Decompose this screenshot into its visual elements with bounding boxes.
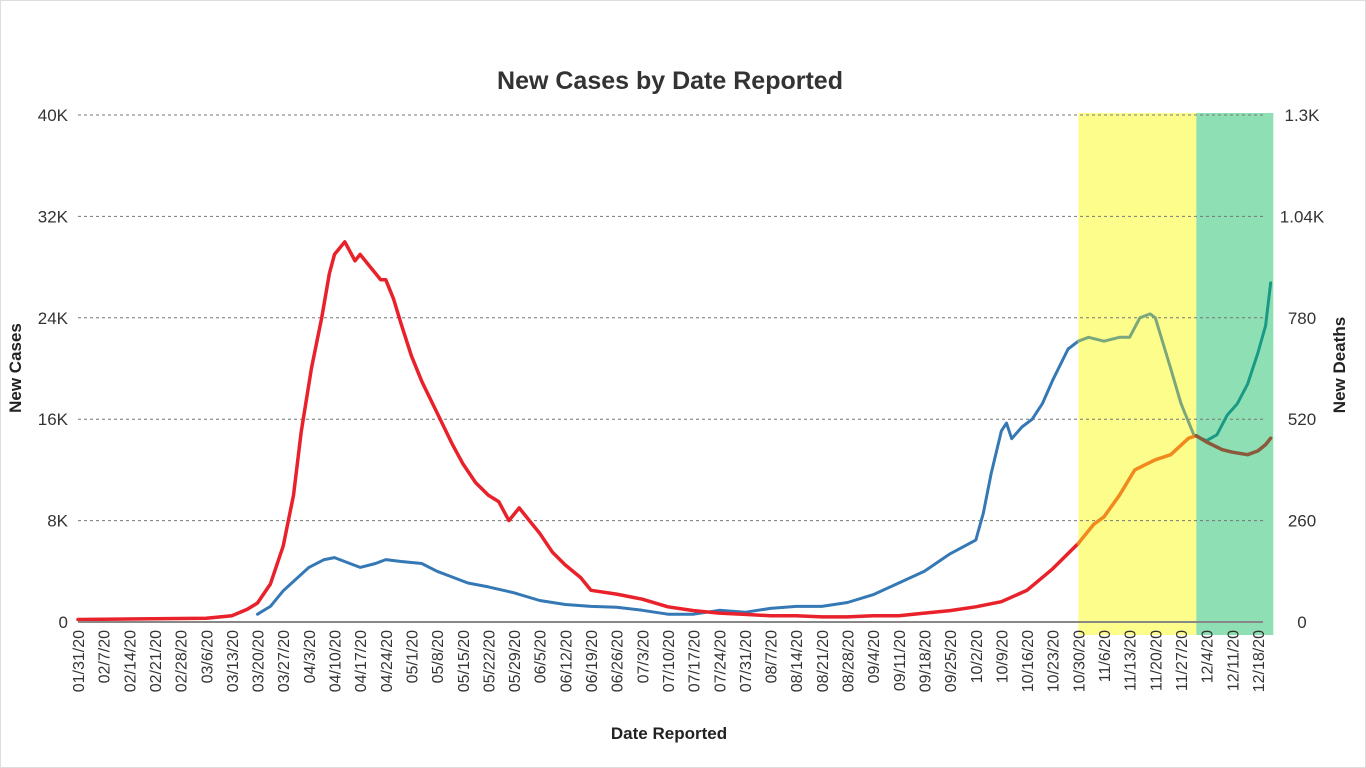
x-tick-label: 11/27/20 [1174, 630, 1191, 691]
y-tick-label: 16K [38, 410, 69, 429]
x-tick-label: 06/5/20 [533, 630, 550, 683]
x-tick-label: 02/7/20 [97, 630, 114, 683]
x-tick-label: 02/28/20 [174, 630, 191, 692]
x-tick-label: 11/20/20 [1148, 630, 1165, 691]
x-tick-label: 12/4/20 [1200, 630, 1217, 683]
x-tick-label: 08/21/20 [815, 630, 832, 692]
cases-line-2 [1194, 433, 1273, 457]
y2-tick-label: 1.3K [1285, 106, 1321, 125]
y-tick-label: 0 [59, 613, 68, 632]
x-tick-label: 03/13/20 [225, 630, 242, 692]
y-tick-label: 32K [38, 207, 69, 226]
x-tick-label: 11/13/20 [1123, 630, 1140, 691]
x-tick-label: 07/24/20 [712, 630, 729, 692]
y2-tick-label: 1.04K [1280, 207, 1325, 226]
chart-title: New Cases by Date Reported [497, 67, 843, 95]
x-tick-label: 05/8/20 [430, 630, 447, 683]
cases-line-0 [76, 240, 1081, 622]
series-lines [76, 240, 1273, 622]
y-tick-label: 24K [38, 309, 69, 328]
x-tick-label: 04/24/20 [379, 630, 396, 692]
x-tick-label: 07/3/20 [635, 630, 652, 683]
y-tick-label: 8K [47, 512, 68, 531]
x-tick-label: 08/14/20 [789, 630, 806, 692]
x-tick-label: 11/6/20 [1097, 630, 1114, 682]
x-tick-label: 09/18/20 [917, 630, 934, 692]
x-tick-label: 12/18/20 [1251, 630, 1268, 692]
y2-axis-ticks: 0 260 520 780 1.04K 1.3K [1280, 106, 1325, 632]
highlight-band-1 [1196, 113, 1274, 635]
x-tick-label: 03/6/20 [199, 630, 216, 683]
y2-tick-label: 780 [1288, 309, 1316, 328]
x-tick-label: 06/26/20 [610, 630, 627, 692]
x-tick-label: 05/15/20 [456, 630, 473, 692]
x-tick-label: 01/31/20 [71, 630, 88, 692]
x-tick-label: 03/27/20 [276, 630, 293, 692]
x-tick-label: 02/21/20 [148, 630, 165, 692]
x-tick-label: 04/17/20 [353, 630, 370, 692]
x-tick-label: 04/10/20 [328, 630, 345, 692]
deaths-line-1 [1076, 312, 1198, 438]
x-tick-label: 09/4/20 [866, 630, 883, 683]
x-tick-label: 10/23/20 [1046, 630, 1063, 692]
x-tick-label: 06/19/20 [584, 630, 601, 692]
x-tick-label: 07/10/20 [661, 630, 678, 692]
x-tick-label: 10/30/20 [1071, 630, 1088, 692]
x-tick-label: 10/2/20 [969, 630, 986, 683]
x-tick-label: 07/17/20 [687, 630, 704, 692]
y-axis-ticks: 0 8K 16K 24K 32K 40K [38, 106, 69, 632]
x-axis-label: Date Reported [611, 724, 727, 743]
x-tick-label: 07/31/20 [738, 630, 755, 692]
x-axis-ticks: 01/31/20 02/7/20 02/14/20 02/21/20 02/28/20 0… [71, 630, 1268, 692]
highlight-bands [1078, 113, 1274, 635]
x-tick-label: 05/29/20 [507, 630, 524, 692]
x-tick-label: 08/28/20 [841, 630, 858, 692]
cases-line-1 [1076, 433, 1199, 546]
deaths-line-0 [256, 339, 1080, 616]
y2-tick-label: 0 [1297, 613, 1306, 632]
x-tick-label: 09/25/20 [943, 630, 960, 692]
y2-tick-label: 520 [1288, 410, 1316, 429]
x-tick-label: 09/11/20 [892, 630, 909, 691]
x-tick-label: 10/16/20 [1020, 630, 1037, 692]
x-tick-label: 05/1/20 [404, 630, 421, 683]
y-tick-label: 40K [38, 106, 69, 125]
x-tick-label: 12/11/20 [1225, 630, 1242, 691]
x-tick-label: 02/14/20 [122, 630, 139, 692]
x-tick-label: 10/9/20 [994, 630, 1011, 683]
y-axis-label: New Cases [6, 323, 25, 413]
highlight-band-0 [1078, 113, 1197, 635]
y2-tick-label: 260 [1288, 512, 1316, 531]
x-tick-label: 08/7/20 [764, 630, 781, 683]
x-tick-label: 06/12/20 [558, 630, 575, 692]
x-tick-label: 03/20/20 [251, 630, 268, 692]
x-tick-label: 04/3/20 [302, 630, 319, 683]
y2-axis-label: New Deaths [1330, 317, 1349, 413]
x-tick-label: 05/22/20 [481, 630, 498, 692]
